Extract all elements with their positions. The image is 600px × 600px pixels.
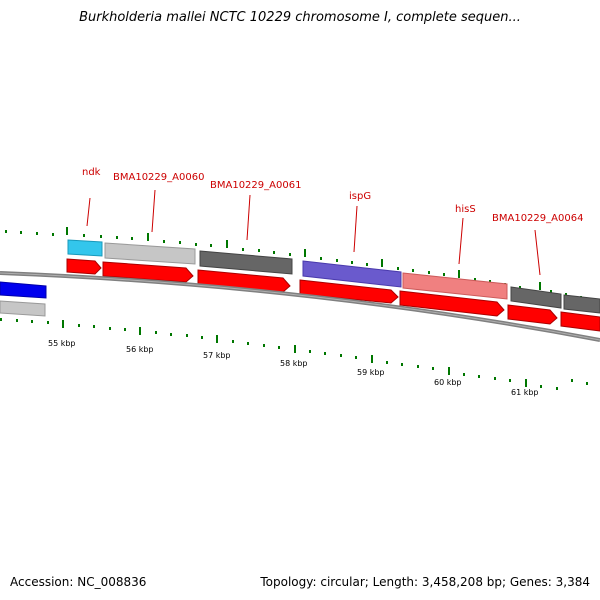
kbp-label-57: 57 kbp	[203, 351, 231, 360]
inner-ticks	[0, 318, 588, 390]
feature-dark-gray	[200, 251, 292, 274]
feature-blue	[0, 282, 46, 298]
cds-arrow-a0064	[508, 305, 557, 324]
kbp-label-55: 55 kbp	[48, 339, 76, 348]
feature-dark-gray-3	[564, 295, 600, 313]
kbp-label-61: 61 kbp	[511, 388, 539, 397]
cds-arrow-ndk	[67, 259, 101, 274]
accession-text: Accession: NC_008836	[10, 575, 146, 589]
cds-arrow-right	[561, 312, 600, 331]
kbp-labels: 55 kbp 56 kbp 57 kbp 58 kbp 59 kbp 60 kb…	[48, 339, 539, 397]
gene-labels: ndk BMA10229_A0060 BMA10229_A0061 ispG h…	[82, 167, 583, 224]
kbp-label-56: 56 kbp	[126, 345, 154, 354]
kbp-label-60: 60 kbp	[434, 378, 462, 387]
gene-label-a0061: BMA10229_A0061	[210, 180, 301, 191]
gene-label-hiss: hisS	[455, 204, 476, 215]
feature-light-gray	[105, 243, 195, 264]
genome-map: ndk BMA10229_A0060 BMA10229_A0061 ispG h…	[0, 0, 600, 600]
gene-label-a0060: BMA10229_A0060	[113, 172, 204, 183]
gene-label-ndk: ndk	[82, 167, 101, 178]
gene-label-ispg: ispG	[349, 191, 371, 202]
genome-stats-text: Topology: circular; Length: 3,458,208 bp…	[260, 575, 590, 589]
feature-cyan	[68, 240, 102, 256]
feature-dark-gray-2	[511, 287, 561, 308]
kbp-label-58: 58 kbp	[280, 359, 308, 368]
kbp-label-59: 59 kbp	[357, 368, 385, 377]
gene-label-a0064: BMA10229_A0064	[492, 213, 583, 224]
feature-gray-left	[0, 301, 45, 316]
